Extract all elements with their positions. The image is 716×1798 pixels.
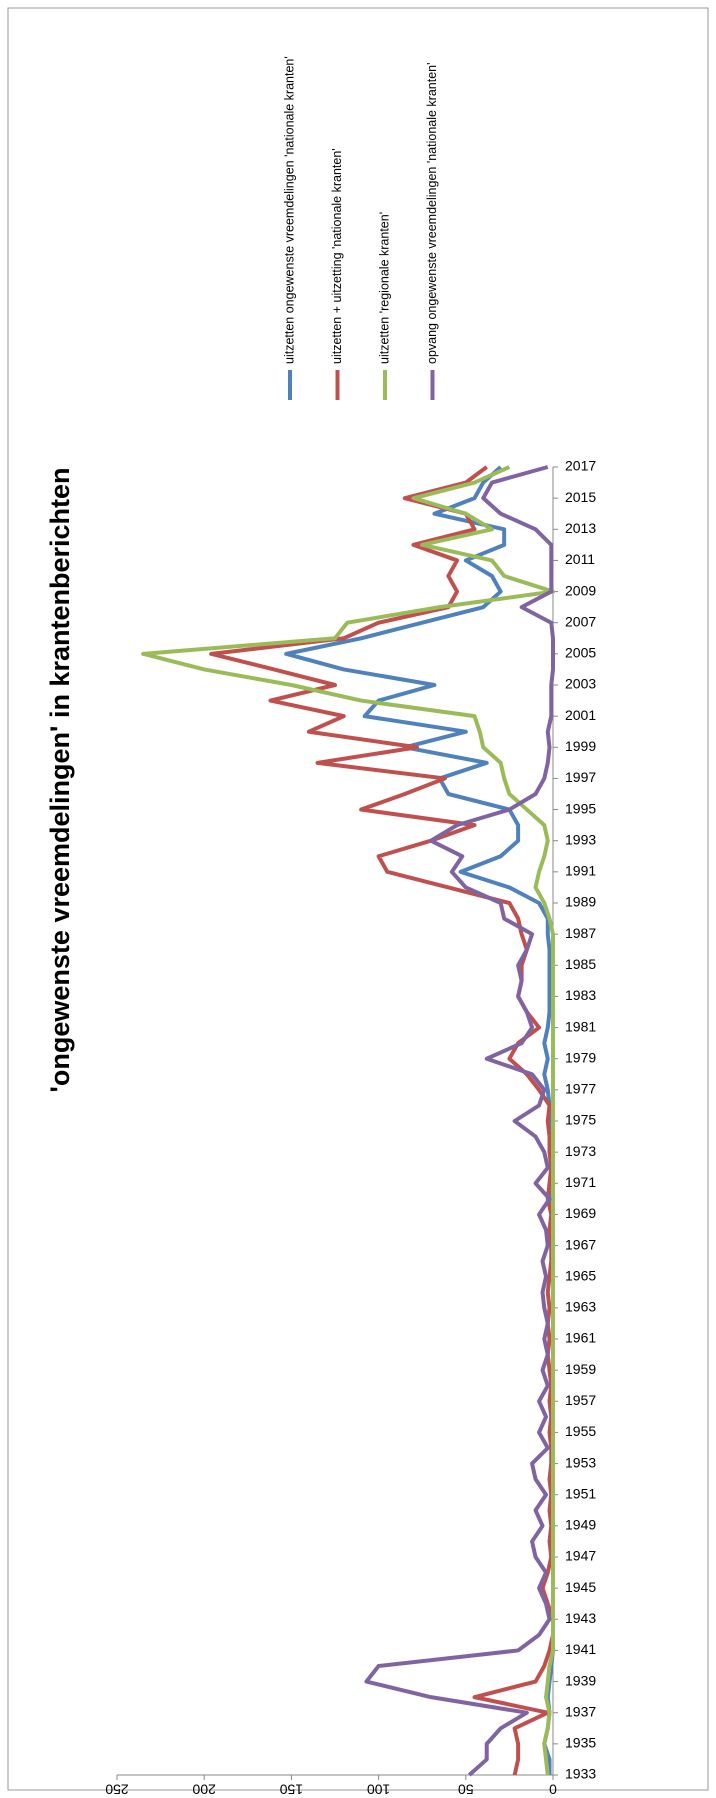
chart-frame <box>7 7 709 1791</box>
x-tick-label: 1973 <box>565 1143 596 1159</box>
series-line <box>141 465 555 1776</box>
y-tick-label: 0 <box>549 1781 557 1797</box>
x-tick-label: 1975 <box>565 1112 596 1128</box>
x-tick-label: 1989 <box>565 894 596 910</box>
y-tick-label: 50 <box>458 1781 474 1797</box>
x-tick-label: 1971 <box>565 1174 596 1190</box>
x-tick-label: 1959 <box>565 1361 596 1377</box>
legend-label: uitzetten + uitzetting 'nationale krante… <box>330 148 344 364</box>
x-tick-label: 1955 <box>565 1423 596 1439</box>
x-tick-label: 1947 <box>565 1548 596 1564</box>
x-tick-label: 1995 <box>565 800 596 816</box>
x-tick-label: 1949 <box>565 1517 596 1533</box>
legend-label: uitzetten ongewenste vreemdelingen 'nati… <box>282 56 296 364</box>
x-tick-label: 1987 <box>565 925 596 941</box>
legend-label: uitzetten 'regionale kranten' <box>377 212 391 364</box>
x-tick-label: 1941 <box>565 1641 596 1657</box>
y-tick-label: 100 <box>367 1781 391 1797</box>
x-tick-label: 1993 <box>565 831 596 847</box>
x-tick-label: 1965 <box>565 1267 596 1283</box>
x-tick-label: 1997 <box>565 769 596 785</box>
x-tick-label: 1963 <box>565 1299 596 1315</box>
series-line <box>364 465 555 1777</box>
x-tick-label: 2007 <box>565 613 596 629</box>
x-tick-label: 2013 <box>565 520 596 536</box>
y-tick-label: 250 <box>105 1781 129 1797</box>
x-tick-label: 2001 <box>565 707 596 723</box>
x-tick-label: 1945 <box>565 1579 596 1595</box>
x-tick-label: 2017 <box>565 458 596 474</box>
y-tick-label: 200 <box>192 1781 216 1797</box>
x-tick-label: 1991 <box>565 863 596 879</box>
x-tick-label: 2015 <box>565 489 596 505</box>
x-tick-label: 1985 <box>565 956 596 972</box>
x-tick-label: 1983 <box>565 987 596 1003</box>
x-tick-label: 1953 <box>565 1454 596 1470</box>
x-tick-label: 1979 <box>565 1049 596 1065</box>
x-tick-label: 2011 <box>565 551 595 567</box>
x-tick-label: 1951 <box>565 1485 596 1501</box>
x-tick-label: 2009 <box>565 582 596 598</box>
rotated-chart: 'ongewenste vreemdelingen' in krantenber… <box>45 56 596 1797</box>
x-tick-label: 1981 <box>565 1018 596 1034</box>
x-tick-label: 1969 <box>565 1205 596 1221</box>
x-tick-label: 1961 <box>565 1330 596 1346</box>
x-tick-label: 2005 <box>565 645 596 661</box>
legend-label: opvang ongewenste vreemdelingen 'nationa… <box>425 62 439 364</box>
x-tick-label: 1957 <box>565 1392 596 1408</box>
chart-title: 'ongewenste vreemdelingen' in krantenber… <box>45 468 75 1093</box>
x-tick-label: 1933 <box>565 1766 596 1782</box>
x-tick-label: 1943 <box>565 1610 596 1626</box>
x-tick-label: 1937 <box>565 1703 596 1719</box>
x-tick-label: 1999 <box>565 738 596 754</box>
x-tick-label: 1939 <box>565 1672 596 1688</box>
x-tick-label: 1977 <box>565 1081 596 1097</box>
y-tick-label: 150 <box>280 1781 304 1797</box>
x-tick-label: 2003 <box>565 676 596 692</box>
x-tick-label: 1935 <box>565 1735 596 1751</box>
x-tick-label: 1967 <box>565 1236 596 1252</box>
